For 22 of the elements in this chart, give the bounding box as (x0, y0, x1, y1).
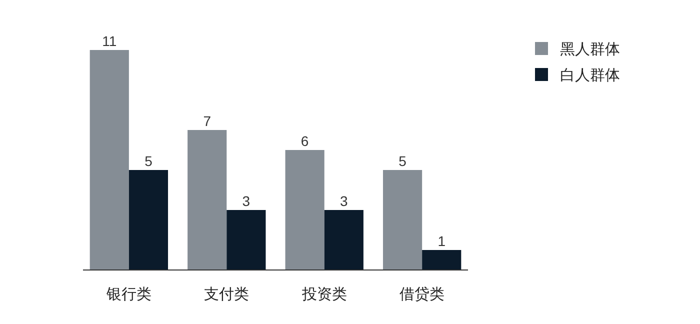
x-tick-label: 银行类 (105, 286, 152, 303)
data-label: 3 (340, 193, 348, 209)
bar (382, 170, 422, 270)
bar (226, 210, 266, 270)
data-label: 11 (102, 33, 117, 49)
bar (324, 210, 364, 270)
legend-label: 黑人群体 (560, 41, 620, 58)
data-label: 1 (438, 233, 446, 249)
data-label: 6 (300, 133, 309, 149)
legend-label: 白人群体 (560, 67, 620, 84)
bar (128, 170, 168, 270)
bar (285, 150, 324, 270)
data-label: 3 (242, 193, 250, 209)
bar (422, 250, 462, 270)
x-tick-label: 借贷类 (400, 286, 445, 303)
bar (188, 130, 227, 270)
x-tick-label: 投资类 (300, 286, 347, 303)
x-tick-label: 支付类 (204, 286, 250, 303)
data-label: 5 (398, 153, 407, 169)
data-label: 5 (144, 153, 153, 169)
bar (90, 50, 129, 270)
data-label: 7 (203, 113, 212, 129)
